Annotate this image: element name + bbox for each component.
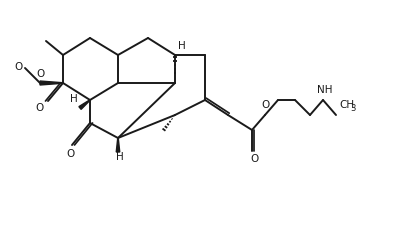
Text: H: H xyxy=(70,94,78,104)
Text: H: H xyxy=(177,41,185,51)
Text: 3: 3 xyxy=(349,104,354,113)
Text: O: O xyxy=(261,100,269,110)
Text: NH: NH xyxy=(316,85,332,95)
Text: O: O xyxy=(250,154,258,164)
Text: H: H xyxy=(116,152,124,162)
Polygon shape xyxy=(116,138,119,152)
Text: O: O xyxy=(15,62,23,72)
Text: O: O xyxy=(67,149,75,159)
Text: O: O xyxy=(36,103,44,113)
Text: CH: CH xyxy=(338,100,353,110)
Text: O: O xyxy=(37,69,45,79)
Polygon shape xyxy=(79,100,90,109)
Polygon shape xyxy=(40,81,63,85)
